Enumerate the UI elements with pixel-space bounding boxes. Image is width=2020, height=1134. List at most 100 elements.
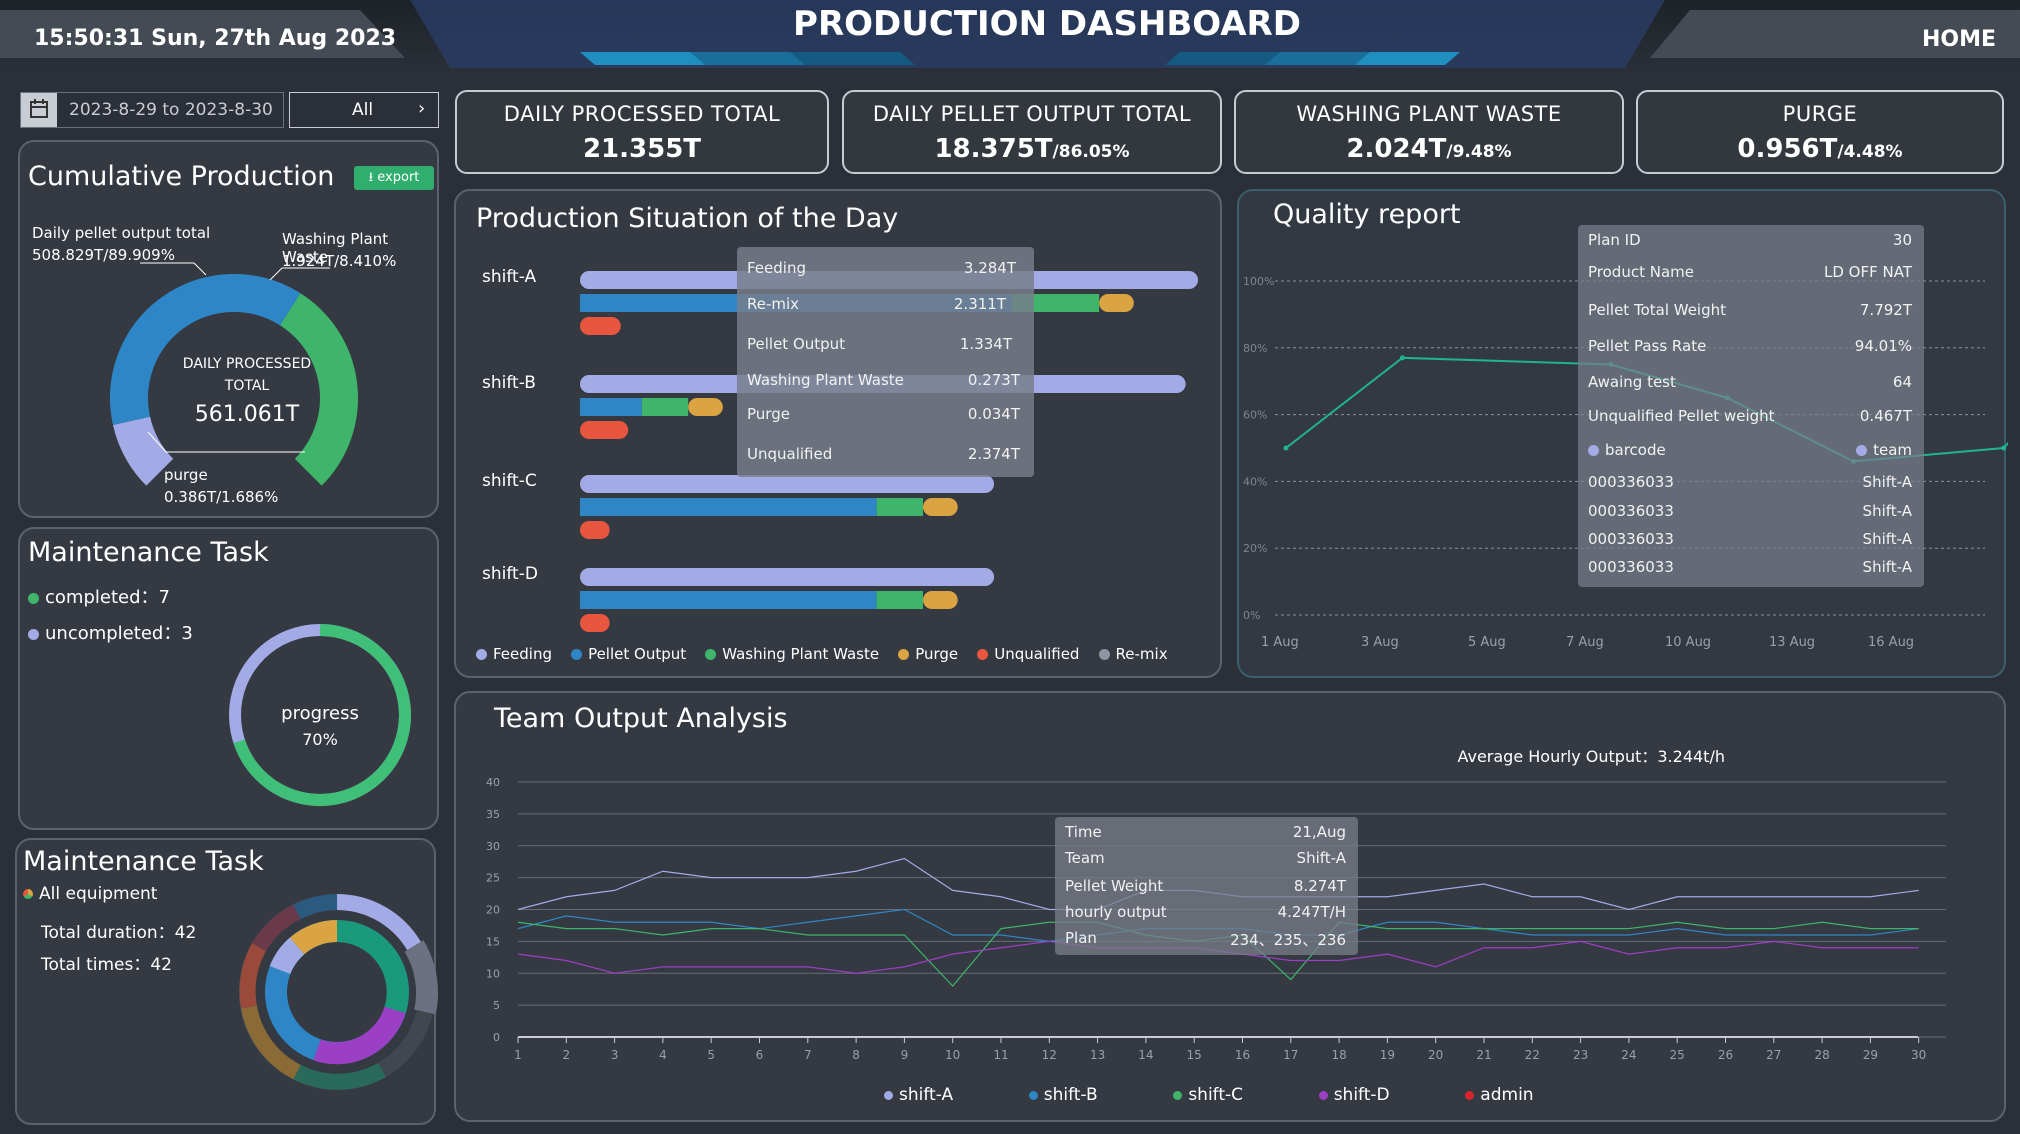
x-tick-label: 28	[1814, 1048, 1829, 1062]
legend-item[interactable]: shift-C	[1173, 1085, 1243, 1105]
bar-unqualified	[580, 521, 610, 539]
outer-ring-segment	[377, 1009, 433, 1077]
x-tick-label: 25	[1670, 1048, 1685, 1062]
legend-dot	[1318, 1090, 1328, 1100]
x-tick-label: 23	[1573, 1048, 1588, 1062]
x-tick-label: 8	[852, 1048, 860, 1062]
x-tick-label: 26	[1718, 1048, 1733, 1062]
y-tick-label: 30	[486, 840, 500, 853]
inner-ring-segment	[336, 920, 409, 1014]
quality-point	[2001, 445, 2007, 451]
x-tick-label: 17	[1283, 1048, 1298, 1062]
y-tick-label: 5	[493, 999, 500, 1012]
leader-line	[269, 267, 330, 281]
legend-item[interactable]: shift-B	[1028, 1085, 1098, 1105]
y-tick-label: 10	[486, 967, 500, 980]
legend-dot	[23, 889, 33, 899]
team-legend: shift-A shift-B shift-C shift-D admin	[884, 1085, 1534, 1105]
legend-dot	[884, 1090, 893, 1100]
date-range-picker[interactable]: 2023-8-29 to 2023-8-30	[20, 92, 284, 128]
equipment-maintenance-panel: Maintenance Task All equipment Total dur…	[15, 838, 439, 1125]
x-tick-label: 19	[1380, 1048, 1395, 1062]
shift-label: shift-C	[482, 471, 537, 491]
inner-ring-segment	[289, 920, 338, 955]
quality-point	[1283, 445, 1289, 451]
kpi-card-purge: PURGE 0.956T/4.48%	[1636, 90, 2004, 174]
production-situation-panel: Production Situation of the Day shift-A …	[454, 189, 1222, 678]
production-legend: Feeding Pellet Output Washing Plant Wast…	[476, 645, 1168, 663]
x-tick-label: 21	[1476, 1048, 1491, 1062]
legend-item[interactable]: Pellet Output	[571, 645, 686, 663]
legend-item[interactable]: Unqualified	[977, 645, 1079, 663]
legend-item[interactable]: Feeding	[476, 645, 552, 663]
kpi-label: PURGE	[1782, 102, 1858, 126]
quality-point	[1399, 355, 1405, 361]
kpi-card-processed: DAILY PROCESSED TOTAL 21.355T	[455, 90, 829, 174]
x-tick-label: 29	[1863, 1048, 1878, 1062]
legend-dot	[476, 649, 487, 660]
x-tick-label: 3	[611, 1048, 619, 1062]
x-tick-label: 13	[1090, 1048, 1105, 1062]
leader-line	[140, 262, 207, 276]
outer-ring-segment	[252, 904, 301, 952]
date-range-value: 2023-8-29 to 2023-8-30	[69, 100, 273, 120]
leader-line	[147, 431, 305, 453]
legend-dot	[1465, 1090, 1475, 1100]
page-title: PRODUCTION DASHBOARD	[793, 4, 1301, 44]
chart-subtitle: Average Hourly Output：3.244t/h	[1457, 747, 1725, 766]
bar-purge	[922, 591, 958, 609]
shift-select[interactable]: All ›	[289, 92, 439, 128]
bar-pellet-output	[580, 591, 877, 609]
bar-feeding	[580, 568, 995, 586]
y-tick-label: 35	[486, 808, 500, 821]
kpi-value: 0.956T/4.48%	[1737, 134, 1903, 164]
team-tooltip: Time 21,Aug Team Shift-A Pellet Weight 8.27…	[1055, 817, 1358, 955]
kpi-card-pellet: DAILY PELLET OUTPUT TOTAL 18.375T/86.05%	[842, 90, 1222, 174]
waste-label: Washing Plant Waste	[282, 230, 389, 266]
panel-title: Maintenance Task	[28, 537, 269, 568]
legend-dot	[571, 649, 583, 660]
bar-washing-plant-waste	[641, 398, 689, 416]
legend-item[interactable]: Purge	[898, 645, 958, 663]
panel-title: Maintenance Task	[23, 846, 264, 877]
kpi-label: DAILY PELLET OUTPUT TOTAL	[872, 102, 1192, 126]
legend-item[interactable]: Re-mix	[1098, 645, 1168, 663]
kpi-value: 2.024T/9.48%	[1346, 134, 1512, 164]
equipment-donut-chart	[239, 894, 439, 1090]
x-tick-label: 4	[659, 1048, 667, 1062]
legend-item[interactable]: shift-A	[884, 1085, 953, 1105]
outer-ring-segment	[241, 1005, 301, 1080]
shift-label: shift-A	[482, 267, 537, 287]
x-tick-label: 16 Aug	[1868, 635, 1914, 650]
production-tooltip: Feeding 3.284T Re-mix 2.311T Pellet Output…	[737, 247, 1034, 477]
legend-item[interactable]: admin	[1465, 1085, 1534, 1105]
maintenance-progress-panel: Maintenance Task completed：7 uncompleted…	[18, 527, 439, 830]
x-tick-label: 7	[804, 1048, 812, 1062]
legend-item[interactable]: shift-D	[1318, 1085, 1390, 1105]
progress-label: progress	[281, 703, 359, 724]
panel-title: Cumulative Production	[28, 161, 335, 192]
x-tick-label: 15	[1187, 1048, 1202, 1062]
production-bar-chart	[580, 271, 1198, 632]
waste-value: 1.924T/8.410%	[282, 252, 397, 270]
total-duration: Total duration：42	[41, 923, 197, 943]
legend-dot	[1173, 1090, 1183, 1100]
x-tick-label: 10 Aug	[1665, 635, 1711, 650]
x-tick-label: 27	[1766, 1048, 1781, 1062]
x-tick-label: 5	[707, 1048, 715, 1062]
outer-ring-segment	[293, 894, 338, 920]
bar-feeding	[580, 475, 995, 493]
outer-ring-segment	[293, 1062, 386, 1090]
panel-title: Production Situation of the Day	[476, 203, 899, 234]
home-link[interactable]: HOME	[1922, 27, 1997, 52]
x-tick-label: 3 Aug	[1361, 635, 1399, 650]
x-tick-label: 1	[514, 1048, 522, 1062]
chevron-right-icon: ›	[418, 98, 426, 119]
x-tick-label: 6	[756, 1048, 764, 1062]
completed-count: completed：7	[28, 583, 170, 609]
y-tick-label: 20	[486, 904, 500, 917]
legend-item[interactable]: Washing Plant Waste	[705, 645, 879, 663]
y-tick-label: 0	[493, 1031, 500, 1044]
export-button[interactable]: ⭳ export	[354, 166, 434, 190]
x-tick-label: 22	[1525, 1048, 1540, 1062]
